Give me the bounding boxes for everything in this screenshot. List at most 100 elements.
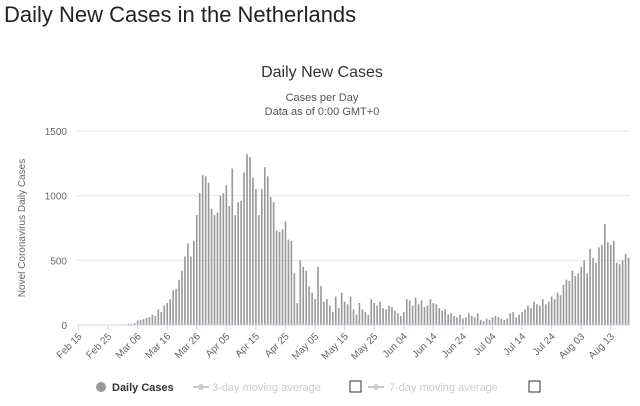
bar[interactable] (405, 299, 408, 325)
bar[interactable] (169, 299, 171, 325)
bar[interactable] (181, 270, 183, 325)
bar[interactable] (258, 215, 260, 325)
bar[interactable] (571, 270, 574, 325)
bar[interactable] (530, 308, 532, 325)
bar[interactable] (624, 253, 627, 325)
bar[interactable] (361, 309, 364, 325)
bar[interactable] (278, 231, 281, 325)
bar[interactable] (583, 260, 585, 325)
bar[interactable] (595, 262, 597, 325)
bar[interactable] (462, 318, 464, 325)
bar[interactable] (243, 172, 245, 325)
bar[interactable] (515, 317, 517, 325)
bar[interactable] (391, 306, 393, 325)
bar[interactable] (607, 242, 609, 325)
bar[interactable] (470, 315, 473, 325)
bar[interactable] (568, 281, 571, 325)
bar[interactable] (305, 270, 307, 325)
bar[interactable] (213, 215, 216, 325)
bar[interactable] (536, 304, 538, 325)
bar[interactable] (130, 323, 133, 325)
legend-3day-label[interactable]: 3-day moving average (212, 382, 321, 394)
bar[interactable] (479, 319, 482, 325)
bar[interactable] (598, 247, 600, 325)
bar[interactable] (145, 317, 148, 325)
bar[interactable] (352, 309, 355, 325)
bar[interactable] (379, 301, 381, 325)
bar[interactable] (476, 313, 479, 325)
bar[interactable] (331, 312, 334, 325)
bar[interactable] (553, 299, 556, 325)
bar[interactable] (246, 154, 248, 325)
bar[interactable] (589, 248, 591, 325)
bar[interactable] (237, 202, 239, 325)
bar[interactable] (308, 286, 310, 325)
bar[interactable] (491, 317, 494, 325)
bar[interactable] (541, 299, 544, 325)
bar[interactable] (219, 195, 222, 325)
bar[interactable] (388, 305, 390, 325)
bar[interactable] (453, 315, 455, 325)
legend-3day-checkbox[interactable] (349, 380, 362, 393)
bar[interactable] (252, 177, 254, 325)
bar[interactable] (299, 260, 302, 325)
bar[interactable] (547, 301, 550, 325)
bar[interactable] (323, 301, 325, 325)
bar[interactable] (429, 299, 432, 325)
bar[interactable] (358, 303, 361, 325)
bar[interactable] (500, 318, 503, 325)
bar[interactable] (494, 315, 497, 325)
bar[interactable] (544, 304, 547, 325)
bar[interactable] (456, 317, 458, 325)
bar[interactable] (337, 308, 340, 325)
bar[interactable] (465, 317, 467, 325)
bar[interactable] (329, 305, 331, 325)
bar[interactable] (426, 305, 429, 325)
bar[interactable] (190, 256, 192, 325)
bar[interactable] (296, 303, 299, 325)
bar[interactable] (195, 215, 198, 325)
bar[interactable] (154, 315, 157, 325)
bar[interactable] (509, 313, 512, 325)
bar[interactable] (287, 239, 290, 325)
bar[interactable] (556, 292, 559, 325)
bar[interactable] (414, 297, 417, 325)
bar[interactable] (468, 313, 470, 325)
bar[interactable] (621, 260, 624, 325)
bar[interactable] (210, 208, 213, 325)
bar[interactable] (175, 288, 177, 325)
bar[interactable] (225, 185, 228, 325)
bar[interactable] (394, 310, 396, 325)
bar[interactable] (275, 230, 278, 325)
bar[interactable] (615, 262, 618, 325)
bar[interactable] (207, 182, 210, 325)
bar[interactable] (263, 167, 266, 325)
bar[interactable] (423, 306, 426, 325)
bar[interactable] (290, 240, 293, 325)
bar[interactable] (521, 312, 523, 325)
bar[interactable] (580, 266, 583, 325)
bar[interactable] (488, 319, 491, 325)
bar[interactable] (266, 176, 269, 325)
bar[interactable] (133, 323, 136, 325)
bar[interactable] (293, 273, 296, 325)
bar[interactable] (417, 304, 420, 325)
bar[interactable] (473, 317, 476, 325)
bar[interactable] (482, 321, 485, 325)
legend-7day-checkbox[interactable] (528, 380, 541, 393)
bar[interactable] (565, 279, 568, 325)
bar[interactable] (506, 318, 509, 325)
legend-daily-cases-label[interactable]: Daily Cases (112, 382, 174, 394)
bar[interactable] (438, 308, 441, 325)
bar[interactable] (204, 176, 207, 325)
bar[interactable] (151, 314, 154, 325)
bar[interactable] (222, 193, 225, 325)
bar[interactable] (272, 202, 275, 325)
bar[interactable] (240, 200, 242, 325)
bar[interactable] (228, 206, 231, 325)
bar[interactable] (527, 305, 529, 325)
bar[interactable] (432, 303, 435, 325)
bar[interactable] (136, 320, 139, 325)
bar[interactable] (612, 240, 615, 325)
bar[interactable] (609, 244, 612, 325)
